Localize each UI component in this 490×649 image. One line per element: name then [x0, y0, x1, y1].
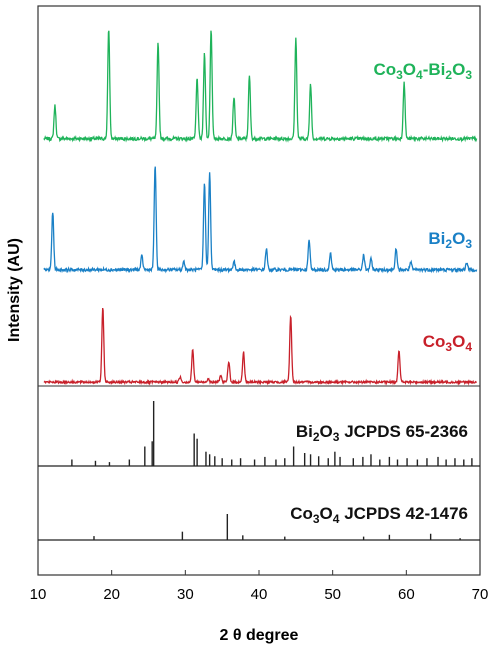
series-label-2: Co3O4	[423, 332, 473, 354]
chart_data.references.0.name_parts-part-0: Bi	[296, 422, 313, 441]
chart_data.series.1.name_parts-part-2: O	[452, 229, 465, 248]
plot-frame	[37, 5, 481, 576]
chart_data.references.0.name_parts-part-2: O	[320, 422, 333, 441]
chart_data.series.2.name_parts-part-1: 3	[445, 340, 452, 354]
series-label-1: Bi2O3	[428, 229, 472, 251]
chart_data.series.2.name_parts-part-3: 4	[465, 340, 472, 354]
series-line-1	[43, 166, 478, 274]
chart_data.references.1.name_parts-part-0: Co	[290, 504, 313, 523]
x-tick-label: 20	[103, 586, 120, 603]
x-axis-title-part-1: 2	[220, 627, 233, 644]
x-tick-label: 50	[324, 586, 341, 603]
chart_data.series.1.name_parts-part-1: 2	[445, 237, 452, 251]
chart_data.references.1.name_parts-part-4: JCPDS 42-1476	[339, 504, 468, 523]
x-axis-title-theta: θ	[233, 627, 242, 644]
x-axis-title: 2 θ degree	[220, 627, 299, 644]
x-axis: 10 20 30 40 50 60 70	[30, 570, 489, 603]
chart_data.series.0.name_parts-part-0: Co	[373, 60, 396, 79]
reference-label-0: Bi2O3 JCPDS 65-2366	[296, 422, 468, 444]
chart_data.series.0.name_parts-part-3: 4	[416, 68, 423, 82]
x-tick-label: 40	[251, 586, 268, 603]
chart_data.series.0.name_parts-part-5: 2	[445, 68, 452, 82]
x-tick-label: 30	[177, 586, 194, 603]
chart_data.references.1.name_parts-part-3: 4	[333, 512, 340, 526]
chart_data.series.0.name_parts-part-1: 3	[396, 68, 403, 82]
chart_data.references.1.name_parts-part-2: O	[320, 504, 333, 523]
x-tick-label: 60	[398, 586, 415, 603]
chart_data.series.2.name_parts-part-0: Co	[423, 332, 446, 351]
x-tick-label: 10	[30, 586, 47, 603]
y-axis-title: Intensity (AU)	[6, 238, 23, 342]
chart_data.series.2.name_parts-part-2: O	[452, 332, 465, 351]
chart_data.references.0.name_parts-part-1: 2	[313, 430, 320, 444]
chart_data.series.1.name_parts-part-3: 3	[465, 237, 472, 251]
x-tick-label: 70	[472, 586, 489, 603]
chart_data.series.0.name_parts-part-4: -Bi	[423, 60, 446, 79]
series-label-0: Co3O4-Bi2O3	[373, 60, 472, 82]
chart_data.series.0.name_parts-part-7: 3	[465, 68, 472, 82]
chart_data.series.1.name_parts-part-0: Bi	[428, 229, 445, 248]
reference-label-1: Co3O4 JCPDS 42-1476	[290, 504, 468, 526]
chart_data.references.0.name_parts-part-4: JCPDS 65-2366	[339, 422, 468, 441]
series-line-0	[43, 30, 478, 143]
chart_data.references.1.name_parts-part-1: 3	[313, 512, 320, 526]
chart_data.series.0.name_parts-part-2: O	[403, 60, 416, 79]
series-line-2	[43, 307, 477, 386]
chart_data.references.0.name_parts-part-3: 3	[333, 430, 340, 444]
chart_data.series.0.name_parts-part-6: O	[452, 60, 465, 79]
x-axis-title-part-3: degree	[242, 627, 299, 644]
